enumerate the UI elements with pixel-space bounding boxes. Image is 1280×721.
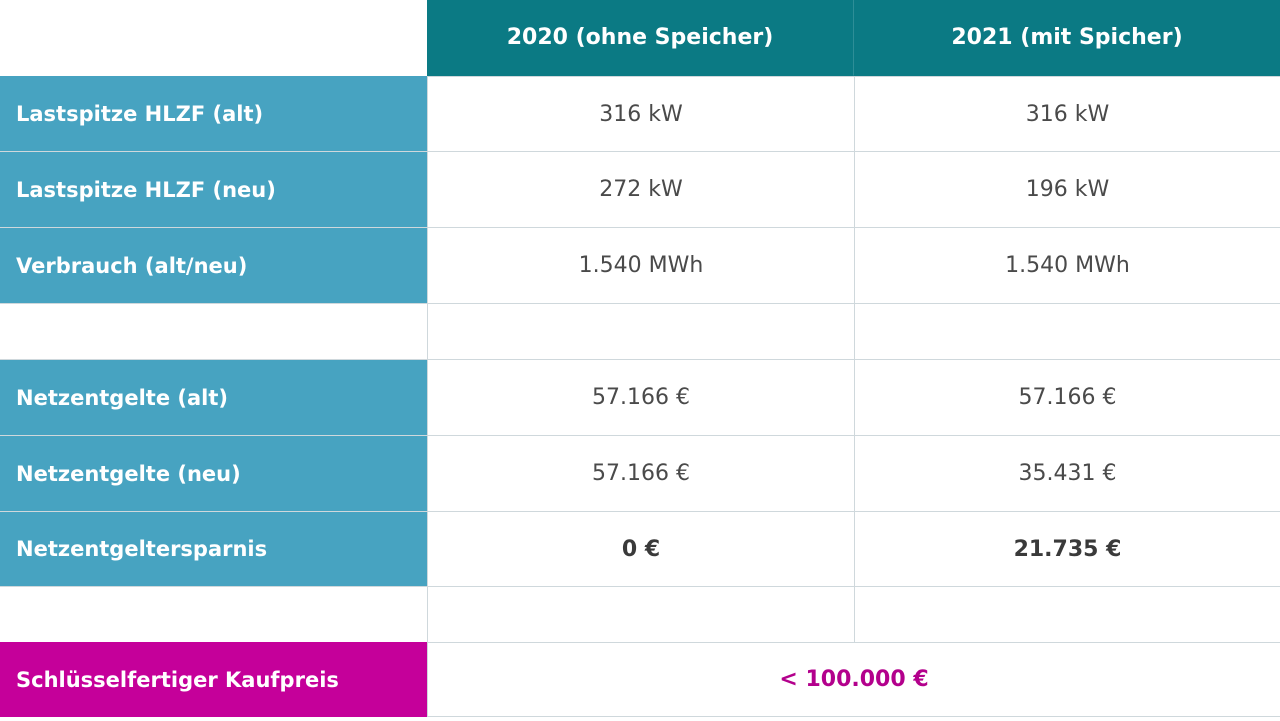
- row-label-netzentgelte-neu: Netzentgelte (neu): [0, 435, 427, 511]
- row-label-lastspitze-neu: Lastspitze HLZF (neu): [0, 151, 427, 227]
- table-corner: [0, 0, 427, 76]
- spacer-row-cell: [427, 303, 854, 359]
- row-label-netzentgeltersparnis: Netzentgeltersparnis: [0, 511, 427, 586]
- value-netzentgelte-neu-2021: 35.431 €: [854, 435, 1280, 511]
- value-netzentgelte-alt-2021: 57.166 €: [854, 359, 1280, 435]
- row-label-lastspitze-alt: Lastspitze HLZF (alt): [0, 76, 427, 151]
- value-lastspitze-neu-2020: 272 kW: [427, 151, 854, 227]
- value-netzentgelte-neu-2020: 57.166 €: [427, 435, 854, 511]
- value-netzentgelte-alt-2020: 57.166 €: [427, 359, 854, 435]
- value-netzentgeltersparnis-2020: 0 €: [427, 511, 854, 586]
- value-lastspitze-neu-2021: 196 kW: [854, 151, 1280, 227]
- value-netzentgeltersparnis-2021: 21.735 €: [854, 511, 1280, 586]
- price-value: < 100.000 €: [427, 642, 1280, 717]
- row-label-netzentgelte-alt: Netzentgelte (alt): [0, 359, 427, 435]
- spacer-row-label: [0, 303, 427, 359]
- spacer-row-cell: [427, 586, 854, 642]
- value-verbrauch-2021: 1.540 MWh: [854, 227, 1280, 303]
- spacer-row-cell: [854, 586, 1280, 642]
- spacer-row-label: [0, 586, 427, 642]
- price-label: Schlüsselfertiger Kaufpreis: [0, 642, 427, 717]
- spacer-row-cell: [854, 303, 1280, 359]
- value-lastspitze-alt-2021: 316 kW: [854, 76, 1280, 151]
- value-lastspitze-alt-2020: 316 kW: [427, 76, 854, 151]
- column-header-2021: 2021 (mit Spicher): [854, 0, 1280, 76]
- row-label-verbrauch: Verbrauch (alt/neu): [0, 227, 427, 303]
- value-verbrauch-2020: 1.540 MWh: [427, 227, 854, 303]
- column-header-2020: 2020 (ohne Speicher): [427, 0, 854, 76]
